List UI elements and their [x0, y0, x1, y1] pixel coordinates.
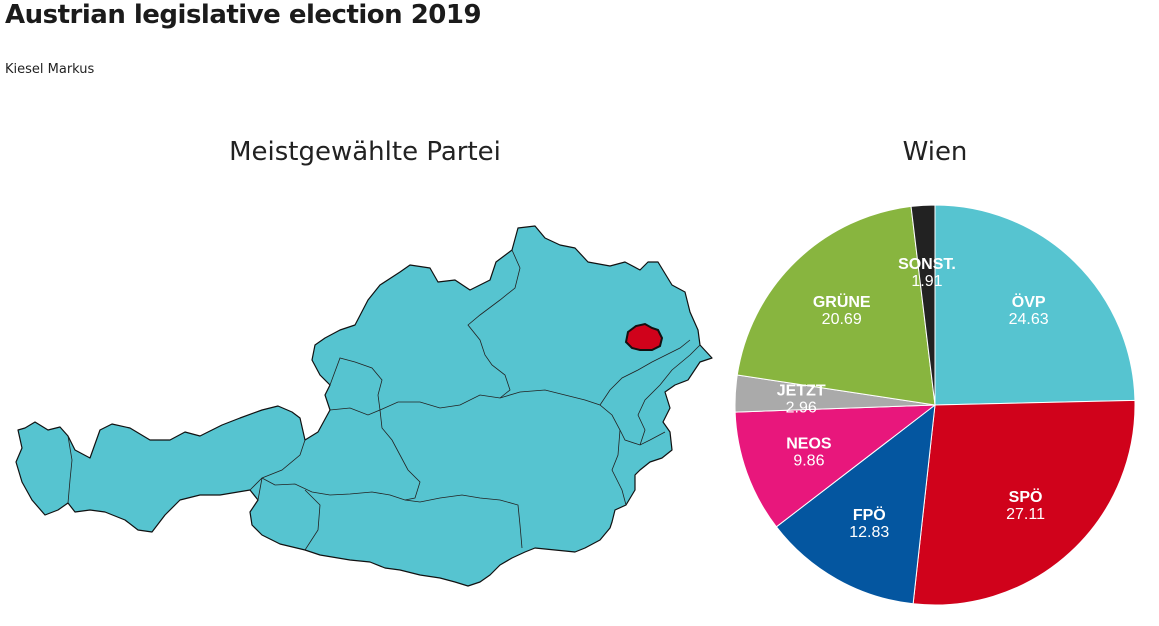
- pie-label-name-fpoe: FPÖ: [853, 505, 886, 524]
- border-tirol-vorarlberg: [67, 435, 73, 504]
- border-noe-inner: [599, 339, 691, 406]
- pie-slice-sonst: [910, 204, 936, 406]
- border-burgenland: [637, 344, 701, 446]
- austria-map: [15, 225, 713, 587]
- pie-slice-neos: [734, 404, 937, 528]
- pie-label-name-jetzt: JETZT: [777, 382, 826, 399]
- pie-label-value-oevp: 24.63: [1009, 311, 1049, 328]
- border-salzburg-west: [249, 439, 306, 491]
- border-ooe-noe: [467, 249, 521, 399]
- map-title: Meistgewählte Partei: [229, 137, 501, 167]
- pie-slice-spoe: [912, 399, 1136, 606]
- pie-label-name-gruene: GRÜNE: [813, 292, 871, 311]
- pie-label-value-sonst: 1.91: [911, 273, 942, 290]
- border-osttirol: [257, 477, 321, 551]
- pie-label-value-fpoe: 12.83: [849, 524, 889, 541]
- pie-slice-fpoe: [775, 403, 936, 605]
- pie-label-value-spoe: 27.11: [1006, 506, 1045, 523]
- pie-title: Wien: [902, 137, 968, 167]
- state-borders: [67, 249, 701, 551]
- pie-slice-oevp: [934, 204, 1136, 406]
- pie-label-value-neos: 9.86: [793, 452, 824, 469]
- austria-outline: [15, 225, 713, 587]
- border-kaernten: [261, 477, 523, 549]
- border-steiermark-east: [611, 429, 627, 506]
- border-salzburg-ooe: [329, 357, 383, 411]
- pie-slice-gruene: [736, 205, 936, 406]
- pie-label-value-jetzt: 2.96: [786, 399, 817, 416]
- pie-label-name-oevp: ÖVP: [1012, 292, 1046, 311]
- pie-label-name-spoe: SPÖ: [1009, 487, 1043, 506]
- pie-label-name-neos: NEOS: [786, 435, 832, 452]
- border-steiermark-north: [379, 389, 666, 446]
- pie-label-value-gruene: 20.69: [822, 311, 862, 328]
- wien-region: [624, 322, 664, 351]
- page-title: Austrian legislative election 2019: [5, 0, 482, 30]
- pie-label-name-sonst: SONST.: [898, 256, 956, 273]
- author-name: Kiesel Markus: [5, 62, 95, 77]
- border-salzburg-east: [329, 407, 421, 501]
